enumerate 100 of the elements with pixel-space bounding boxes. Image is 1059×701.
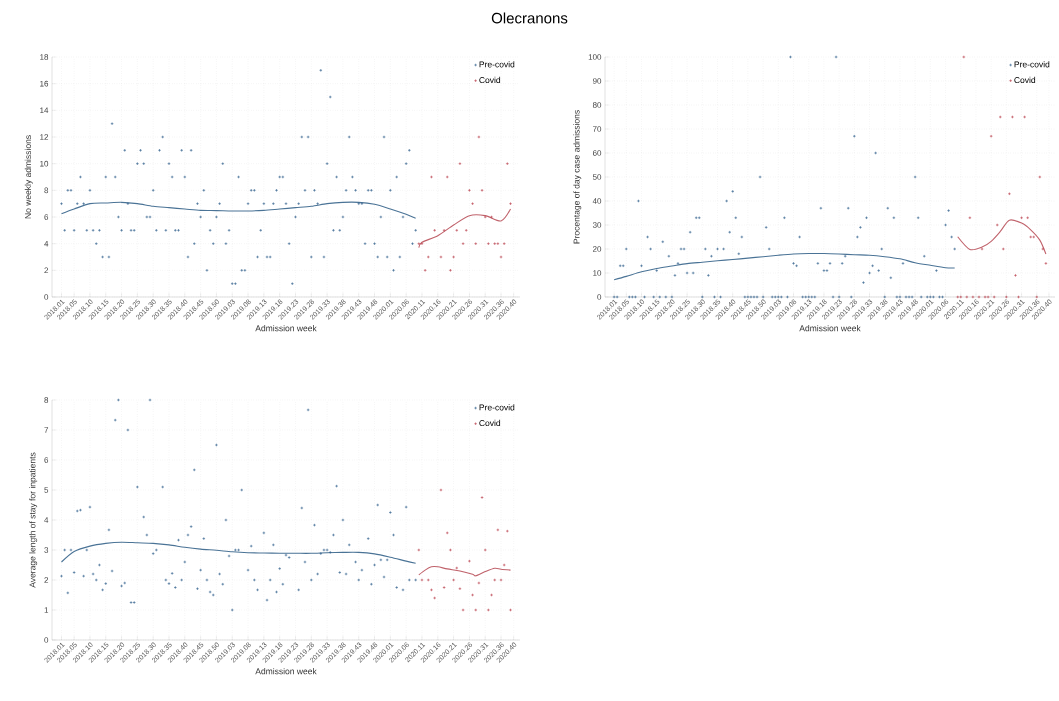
point	[496, 242, 500, 246]
y-tick-label: 0	[44, 294, 49, 300]
point	[508, 608, 513, 612]
point	[986, 295, 990, 299]
point	[980, 247, 984, 251]
y-tick-label: 0	[44, 637, 49, 643]
point	[467, 188, 472, 192]
point	[995, 223, 999, 227]
y-tick-label: 8	[44, 187, 49, 194]
legend-label: Pre-covid	[479, 61, 515, 68]
y-tick-label: 100	[588, 54, 602, 60]
y-tick-label: 5	[44, 487, 49, 493]
y-tick-label: 60	[592, 150, 602, 156]
point	[989, 134, 993, 138]
point	[959, 295, 963, 299]
point	[477, 581, 481, 585]
point	[1019, 216, 1024, 220]
point	[1023, 115, 1027, 119]
y-tick-label: 2	[44, 267, 49, 274]
line-series	[418, 208, 512, 249]
point	[445, 175, 449, 179]
point	[493, 578, 497, 582]
point	[429, 588, 434, 592]
y-tick-label: 10	[40, 160, 49, 167]
point	[448, 268, 453, 272]
point	[1044, 261, 1048, 265]
point	[458, 587, 462, 591]
point	[1041, 247, 1045, 251]
point	[442, 228, 446, 232]
line-series	[613, 252, 956, 281]
point	[486, 608, 490, 612]
y-tick-label: 1	[44, 607, 49, 613]
x-axis-title: Admission week	[799, 325, 861, 332]
point	[452, 578, 456, 582]
point	[426, 255, 430, 259]
point	[448, 548, 453, 552]
point	[496, 528, 500, 532]
point	[499, 255, 503, 259]
point	[971, 295, 975, 299]
point	[965, 295, 969, 299]
point	[417, 548, 421, 552]
point	[439, 255, 443, 259]
legend-label: Pre-covid	[1014, 61, 1050, 68]
line-series	[60, 201, 417, 219]
point	[474, 242, 478, 246]
point	[962, 55, 966, 59]
point	[1035, 295, 1039, 299]
point	[1029, 235, 1033, 239]
y-tick-label: 7	[44, 427, 49, 433]
point	[477, 135, 481, 139]
point	[458, 162, 462, 166]
point	[977, 295, 981, 299]
y-tick-label: 8	[44, 397, 49, 403]
chart-title: Olecranons	[491, 12, 568, 24]
x-axis-title: Admission week	[255, 668, 317, 675]
point	[455, 566, 459, 570]
point	[467, 559, 472, 563]
point	[505, 529, 509, 533]
legend-label: Covid	[479, 419, 501, 427]
point	[1004, 295, 1008, 299]
y-tick-label: 50	[592, 174, 602, 180]
point	[983, 295, 987, 299]
line-series	[418, 565, 512, 577]
y-tick-label: 4	[44, 240, 49, 247]
point	[420, 242, 424, 246]
y-axis-title: No weekly admissions	[24, 135, 33, 219]
point	[1013, 273, 1018, 277]
point	[956, 295, 960, 299]
point	[470, 593, 475, 597]
y-tick-label: 14	[40, 107, 49, 114]
y-tick-label: 3	[44, 547, 49, 553]
point	[433, 228, 437, 232]
point	[502, 242, 506, 246]
point	[486, 242, 490, 246]
point	[493, 242, 497, 246]
point	[480, 188, 484, 192]
y-tick-label: 80	[592, 102, 602, 108]
legend-label: Pre-covid	[479, 404, 515, 411]
point	[968, 216, 972, 220]
point	[452, 255, 456, 259]
point	[433, 596, 437, 600]
point	[439, 488, 443, 492]
y-tick-label: 18	[40, 54, 49, 60]
point	[483, 548, 487, 552]
y-tick-label: 30	[592, 222, 602, 228]
point	[426, 578, 430, 582]
point	[474, 608, 478, 612]
point	[1032, 235, 1036, 239]
point	[1016, 295, 1021, 299]
point	[442, 585, 446, 590]
point	[461, 242, 465, 246]
line-series	[957, 219, 1047, 255]
point	[420, 578, 424, 582]
y-tick-label: 6	[44, 457, 49, 463]
point	[423, 268, 427, 272]
point	[998, 115, 1002, 119]
point	[502, 563, 506, 567]
point	[1010, 115, 1015, 119]
y-tick-label: 0	[597, 294, 602, 300]
point	[992, 295, 996, 299]
